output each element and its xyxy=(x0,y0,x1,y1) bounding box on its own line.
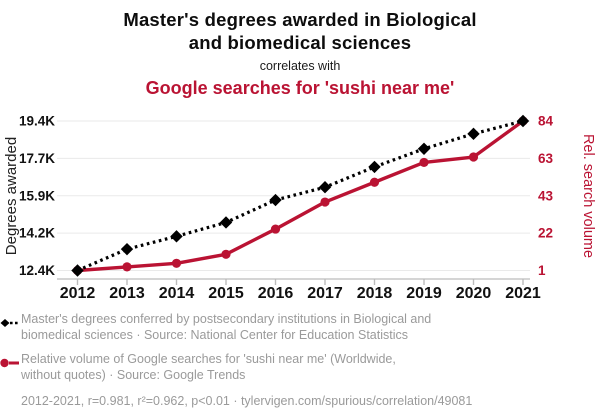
header: Master's degrees awarded in Biological a… xyxy=(0,0,600,99)
searches-point xyxy=(369,177,380,187)
degrees-point xyxy=(219,216,233,229)
x-tick-label: 2018 xyxy=(357,285,393,300)
right-tick-label: 1 xyxy=(538,263,546,278)
searches-point xyxy=(171,258,182,268)
left-tick-label: 19.4K xyxy=(19,114,55,129)
title-line-1: Master's degrees awarded in Biological xyxy=(123,9,477,30)
degrees-line xyxy=(76,119,524,272)
searches-point xyxy=(419,157,429,168)
left-tick-label: 17.7K xyxy=(19,151,55,166)
degrees-point xyxy=(71,264,84,277)
right-tick-label: 63 xyxy=(538,151,554,166)
x-tick-label: 2020 xyxy=(456,285,492,300)
correlates-with-label: correlates with xyxy=(259,59,341,73)
right-tick-label: 43 xyxy=(538,188,554,203)
legend-text-degrees: Master's degrees conferred by postsecond… xyxy=(21,312,431,343)
left-axis-label: Degrees awarded xyxy=(3,137,20,255)
searches-point xyxy=(468,152,479,162)
left-tick-label: 12.4K xyxy=(19,263,55,278)
legend-degrees-line-2: biomedical sciences · Source: National C… xyxy=(21,327,408,342)
degrees-point xyxy=(516,114,530,128)
searches-point xyxy=(122,262,132,272)
subtitle: Google searches for 'sushi near me' xyxy=(145,78,455,98)
x-tick-label: 2013 xyxy=(109,285,145,300)
degrees-point xyxy=(170,230,183,243)
right-tick-label: 84 xyxy=(538,114,554,129)
degrees-point xyxy=(417,142,431,155)
searches-line xyxy=(75,119,525,273)
legend: Master's degrees conferred by postsecond… xyxy=(0,312,600,383)
right-axis-label: Rel. search volume xyxy=(580,134,596,258)
title-line-2: and biomedical sciences xyxy=(188,32,412,53)
right-tick-label: 22 xyxy=(538,226,553,241)
x-tick-label: 2014 xyxy=(159,285,195,300)
degrees-point xyxy=(318,181,332,194)
legend-text-searches: Relative volume of Google searches for '… xyxy=(21,352,396,383)
x-tick-label: 2021 xyxy=(505,285,541,300)
legend-searches-line-2: without quotes) · Source: Google Trends xyxy=(21,367,246,382)
x-tick-label: 2016 xyxy=(258,285,294,300)
degrees-point xyxy=(269,193,282,207)
searches-point xyxy=(320,197,330,207)
left-tick-label: 15.9K xyxy=(19,188,55,203)
stats-footer: 2012-2021, r=0.981, r²=0.962, p<0.01 · t… xyxy=(21,394,473,408)
degrees-point xyxy=(368,160,381,174)
searches-point xyxy=(270,224,281,234)
page-title: Master's degrees awarded in Biological a… xyxy=(0,8,600,54)
chart-area: 2012 2013 2014 2015 2016 2017 2018 2019 2020 2021… xyxy=(0,104,600,301)
chart-canvas: 2012 2013 2014 2015 2016 2017 2018 2019 2020 2021… xyxy=(3,114,596,301)
x-tick-label: 2019 xyxy=(406,285,442,300)
x-tick-label: 2012 xyxy=(60,285,96,300)
x-tick-label: 2017 xyxy=(307,285,343,300)
left-tick-label: 14.2K xyxy=(19,226,55,241)
legend-searches-line-1: Relative volume of Google searches for '… xyxy=(21,352,396,366)
searches-point xyxy=(221,249,231,259)
degrees-point xyxy=(120,242,134,256)
diamond-dotted-marker-icon xyxy=(0,312,21,333)
circle-solid-marker-icon xyxy=(0,352,21,373)
legend-item-degrees: Master's degrees conferred by postsecond… xyxy=(0,312,600,343)
legend-item-searches: Relative volume of Google searches for '… xyxy=(0,352,600,383)
x-tick-label: 2015 xyxy=(208,285,244,300)
legend-degrees-line-1: Master's degrees conferred by postsecond… xyxy=(21,312,432,326)
degrees-point xyxy=(467,127,480,141)
